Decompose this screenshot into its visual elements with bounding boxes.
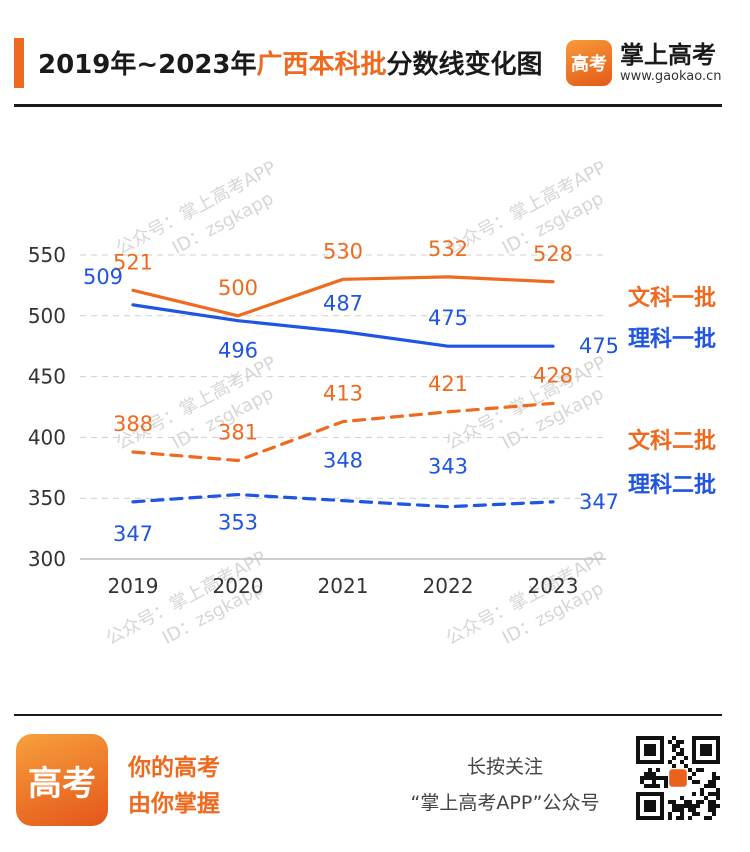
title-accent-bar [14,38,24,88]
series-line-1 [131,275,555,318]
follow-line-1: 长按关注 [466,756,543,778]
data-label: 475 [579,334,619,358]
data-label: 487 [323,292,363,316]
x-tick-label: 2020 [213,574,264,598]
data-label: 428 [533,363,573,387]
page-title: 2019年~2023年广西本科批分数线变化图 [38,44,543,81]
chart-axes: 300 350 400 450 500 550 2019 2020 2021 2022 2023 [28,243,606,598]
data-label: 343 [428,455,468,479]
footer-divider [14,714,722,716]
header-divider [14,104,722,107]
series-line-4 [131,492,555,509]
slogan-line-2: 由你掌握 [128,791,220,817]
data-label: 347 [579,490,619,514]
y-tick-label: 400 [28,425,66,449]
data-label: 496 [218,339,258,363]
data-label: 528 [533,242,573,266]
follow-line-2: “掌上高考APP”公众号 [410,792,600,814]
y-tick-label: 550 [28,243,66,267]
data-label: 500 [218,276,258,300]
slogan-line-1: 你的高考 [128,755,220,781]
data-label: 532 [428,237,468,261]
data-label: 347 [113,522,153,546]
brand-url: www.gaokao.cn [620,69,722,84]
data-label: 348 [323,449,363,473]
qr-code-icon[interactable] [636,736,720,820]
legend-entry-4: 理科二批 [628,473,716,498]
data-label: 475 [428,306,468,330]
x-tick-label: 2022 [423,574,474,598]
data-label: 413 [323,382,363,406]
y-tick-label: 350 [28,486,66,510]
title-prefix: 2019年~2023年 [38,50,257,80]
x-tick-label: 2021 [318,574,369,598]
data-label: 521 [113,250,153,274]
x-tick-label: 2023 [528,574,579,598]
series-line-2 [131,303,555,348]
y-tick-label: 300 [28,547,66,571]
brand-name: 掌上高考 [620,41,716,69]
data-label: 388 [113,412,153,436]
brand: 高考 掌上高考 www.gaokao.cn [566,40,722,86]
data-label: 421 [428,372,468,396]
data-label: 509 [83,265,123,289]
x-tick-label: 2019 [108,574,159,598]
brand-logo-icon: 高考 [566,40,612,86]
brand-text: 掌上高考 www.gaokao.cn [620,41,722,85]
legend-entry-3: 文科二批 [628,428,716,454]
chart-series [131,275,555,509]
series-line-3 [131,401,555,463]
y-tick-label: 450 [28,365,66,389]
data-label: 353 [218,511,258,535]
data-label: 381 [218,421,258,445]
legend-entry-1: 文科一批 [628,285,716,311]
y-tick-label: 500 [28,304,66,328]
data-label: 530 [323,239,363,263]
legend-entry-2: 理科一批 [628,327,716,352]
chart-data-labels: 521 500 530 532 528 509 496 487 475 475 388 381 413 4… [83,237,619,546]
title-highlight: 广西本科批 [256,50,387,80]
title-suffix: 分数线变化图 [386,50,543,80]
footer-logo-icon: 高考 [16,734,108,826]
